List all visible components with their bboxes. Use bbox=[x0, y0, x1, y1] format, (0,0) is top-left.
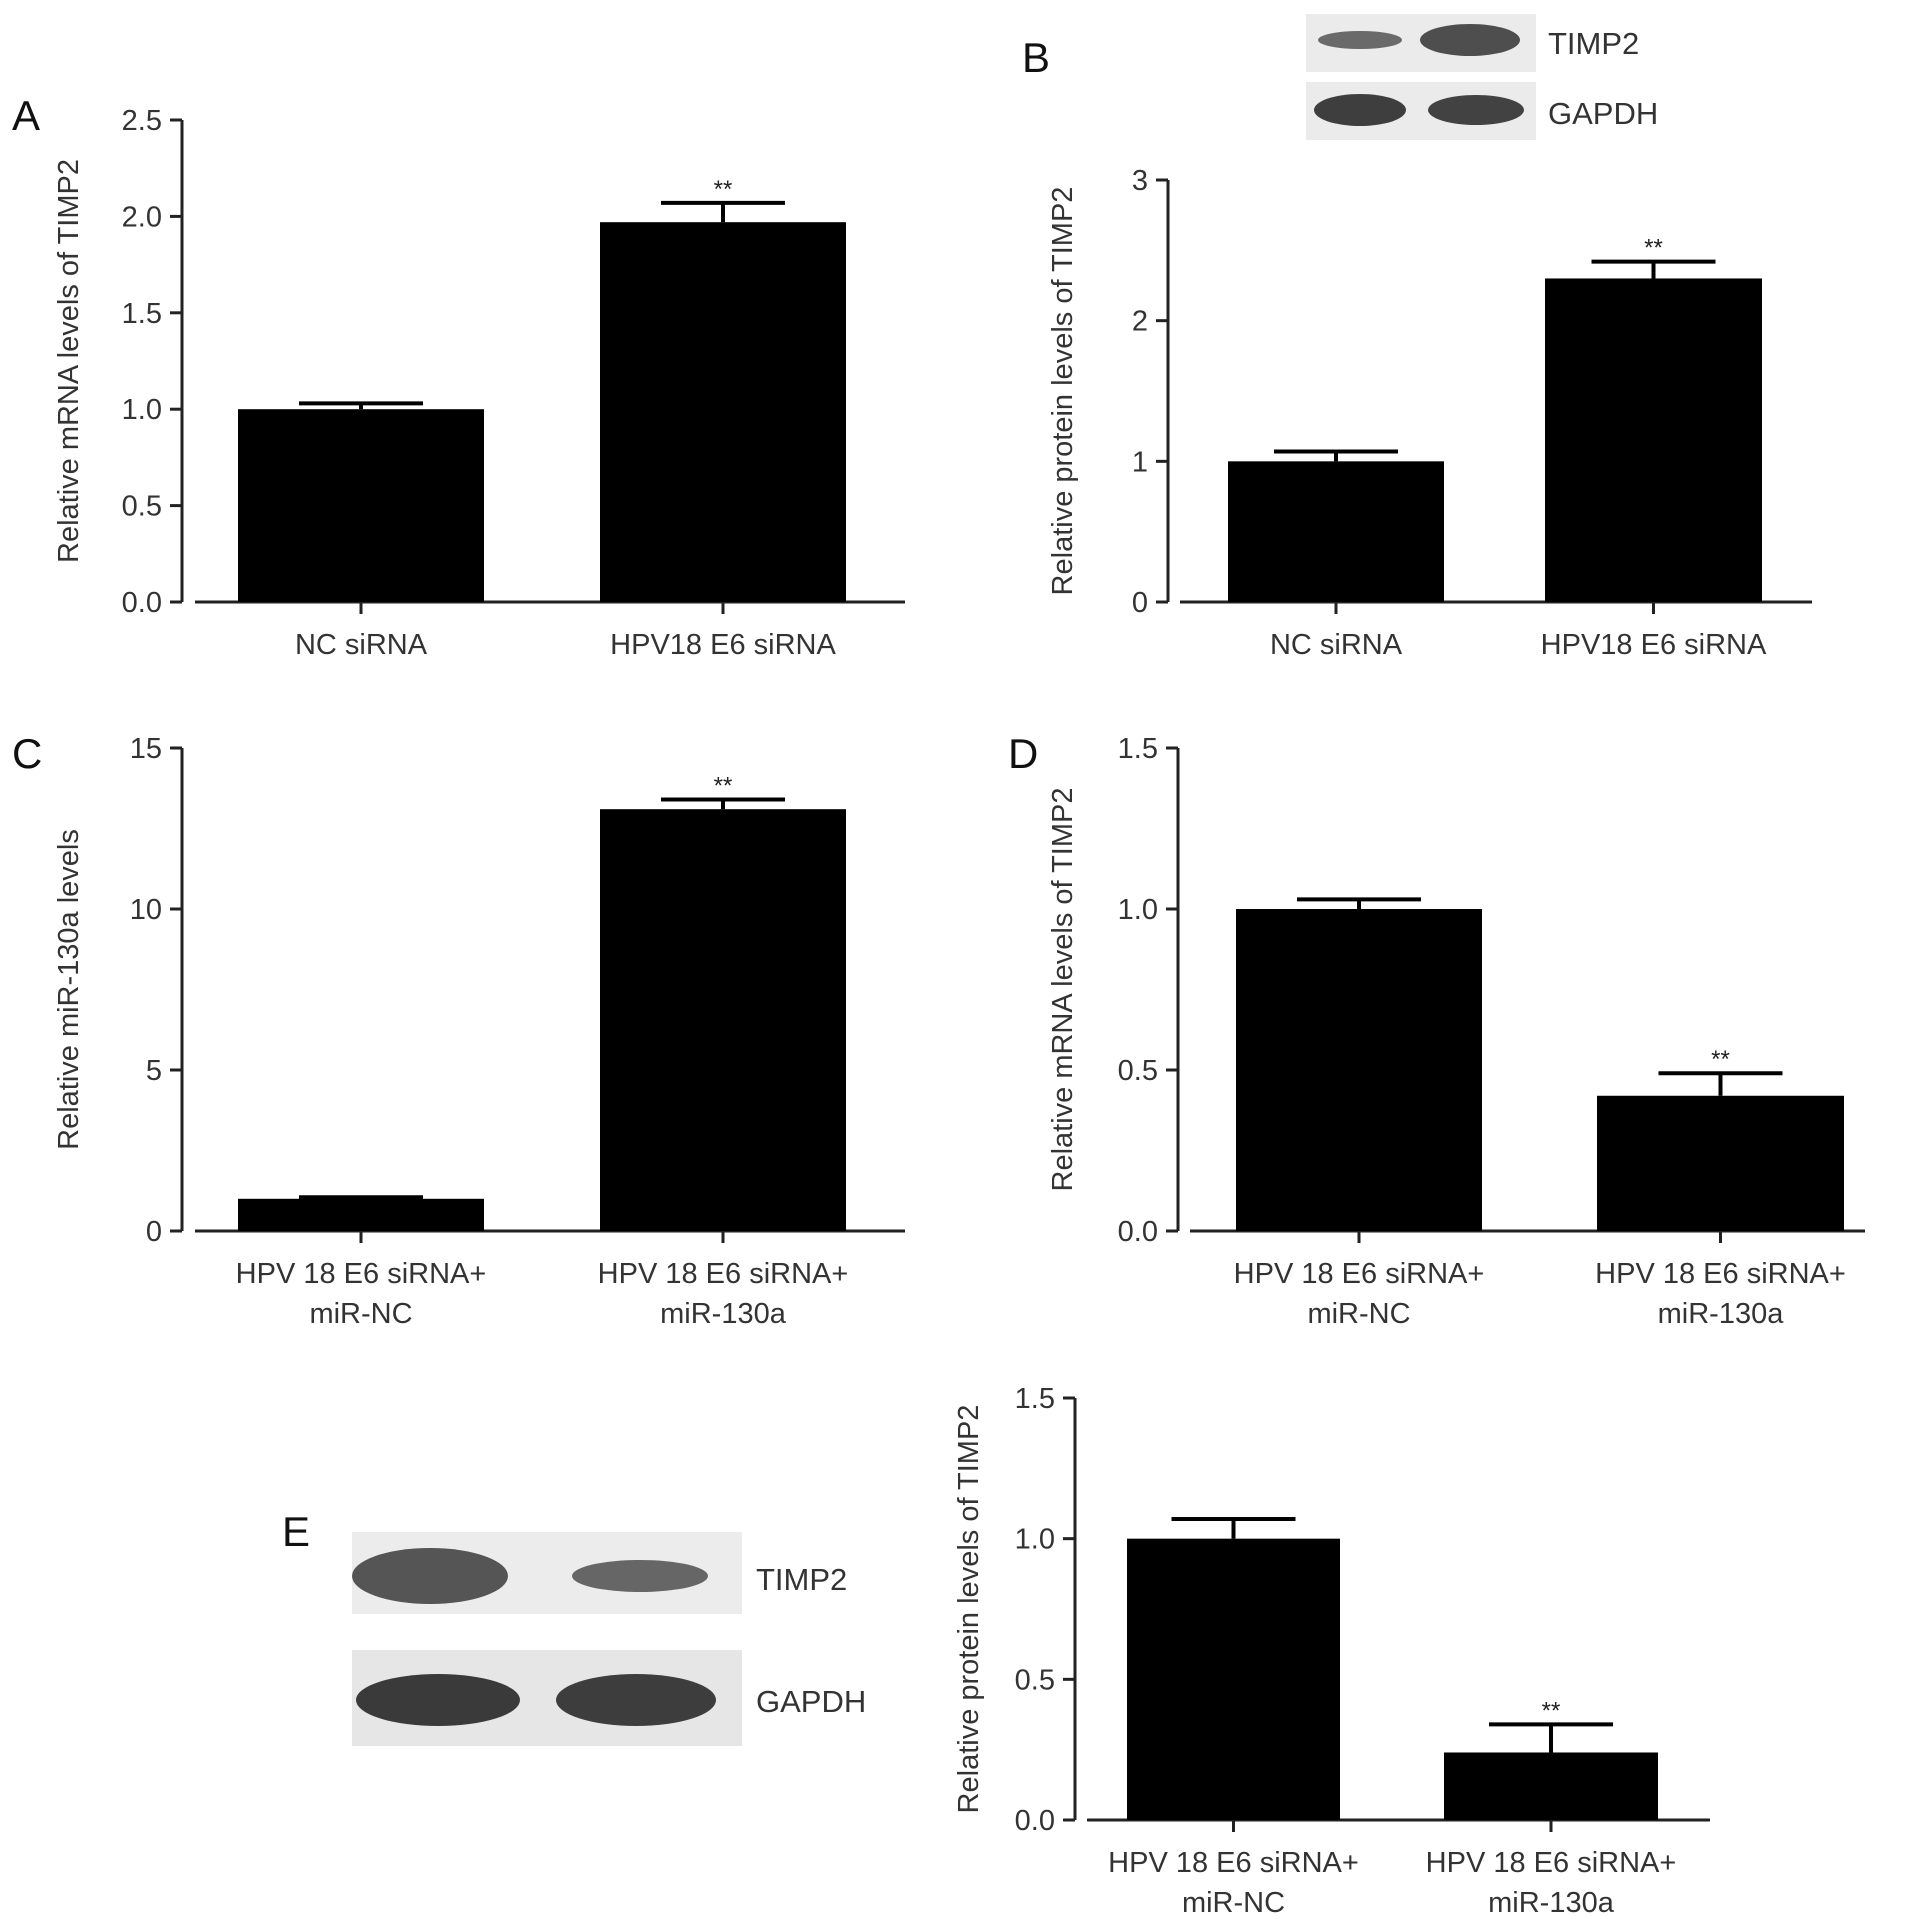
bar-2 bbox=[1444, 1752, 1658, 1820]
y-tick-label: 15 bbox=[130, 733, 162, 765]
y-tick-label: 1.5 bbox=[1118, 733, 1158, 765]
y-tick-label: 0.0 bbox=[122, 587, 162, 619]
y-tick-label: 10 bbox=[130, 894, 162, 926]
bar-2 bbox=[600, 222, 846, 602]
bar-charts: 0.0 0.5 1.0 1.5 2.0 2.5 Relative mRNA levels o… bbox=[53, 105, 1865, 1919]
x-category-label: HPV 18 E6 siRNA+ bbox=[598, 1258, 849, 1290]
y-axis-label: Relative miR-130a levels bbox=[53, 829, 85, 1150]
x-category-label: HPV 18 E6 siRNA+ bbox=[1595, 1258, 1846, 1290]
x-category-label: HPV18 E6 siRNA bbox=[1541, 629, 1767, 661]
bar-2 bbox=[1545, 278, 1762, 602]
x-category-label: miR-130a bbox=[1488, 1887, 1615, 1919]
blot-b-gapdh-band-1 bbox=[1314, 94, 1406, 126]
y-axis-label: Relative protein levels of TIMP2 bbox=[953, 1405, 985, 1814]
y-tick-label: 0 bbox=[1132, 587, 1148, 619]
y-tick-label: 0.5 bbox=[1015, 1664, 1055, 1696]
x-category-label: miR-NC bbox=[309, 1298, 412, 1330]
bar-2 bbox=[600, 809, 846, 1231]
bar-2 bbox=[1597, 1095, 1844, 1231]
blot-e-timp2-band-1 bbox=[352, 1548, 508, 1604]
y-axis-label: Relative mRNA levels of TIMP2 bbox=[1047, 788, 1079, 1192]
significance-marker: ** bbox=[1542, 1697, 1561, 1724]
bar-1 bbox=[1236, 909, 1482, 1231]
blot-e-gapdh-band-1 bbox=[356, 1674, 520, 1726]
blot-e-gapdh-band-2 bbox=[556, 1674, 716, 1726]
panel-label-a: A bbox=[12, 92, 40, 139]
y-tick-label: 2 bbox=[1132, 306, 1148, 338]
significance-marker: ** bbox=[714, 773, 733, 800]
panel-label-c: C bbox=[12, 730, 42, 777]
panel-label-b: B bbox=[1022, 34, 1050, 81]
x-category-label: HPV 18 E6 siRNA+ bbox=[1108, 1847, 1359, 1879]
chart-a: 0.0 0.5 1.0 1.5 2.0 2.5 Relative mRNA levels o… bbox=[53, 105, 905, 661]
significance-marker: ** bbox=[1644, 235, 1663, 262]
y-tick-label: 3 bbox=[1132, 165, 1148, 197]
chart-c: 0 5 10 15 Relative miR-130a levels HPV 18 E6 … bbox=[53, 733, 905, 1330]
blot-e-gapdh-label: GAPDH bbox=[756, 1684, 866, 1719]
y-tick-label: 2.0 bbox=[122, 201, 162, 233]
y-tick-label: 0.0 bbox=[1118, 1216, 1158, 1248]
significance-marker: ** bbox=[714, 176, 733, 203]
x-category-label: HPV18 E6 siRNA bbox=[610, 629, 836, 661]
bar-1 bbox=[1228, 461, 1444, 602]
panel-label-e: E bbox=[282, 1508, 310, 1555]
y-tick-label: 0.5 bbox=[1118, 1055, 1158, 1087]
y-tick-label: 1.5 bbox=[1015, 1383, 1055, 1415]
x-category-label: miR-130a bbox=[660, 1298, 787, 1330]
western-blot-e: TIMP2 GAPDH bbox=[352, 1532, 866, 1746]
y-tick-label: 5 bbox=[146, 1055, 162, 1087]
x-category-label: miR-NC bbox=[1307, 1298, 1410, 1330]
blot-b-timp2-label: TIMP2 bbox=[1548, 26, 1639, 61]
chart-e: 0.0 0.5 1.0 1.5 Relative protein levels of T… bbox=[953, 1383, 1710, 1919]
chart-b: 0 1 2 3 Relative protein levels of TIMP2 NC s… bbox=[1047, 165, 1812, 661]
x-category-label: HPV 18 E6 siRNA+ bbox=[236, 1258, 487, 1290]
blot-b-gapdh-band-2 bbox=[1428, 95, 1524, 125]
y-axis-label: Relative protein levels of TIMP2 bbox=[1047, 187, 1079, 596]
y-axis-label: Relative mRNA levels of TIMP2 bbox=[53, 159, 85, 563]
y-tick-label: 0.0 bbox=[1015, 1805, 1055, 1837]
blot-b-timp2-band-2 bbox=[1420, 24, 1520, 56]
y-tick-label: 2.5 bbox=[122, 105, 162, 137]
y-tick-label: 1.0 bbox=[1015, 1524, 1055, 1556]
x-category-label: HPV 18 E6 siRNA+ bbox=[1426, 1847, 1677, 1879]
bar-1 bbox=[238, 1198, 484, 1231]
y-tick-label: 0 bbox=[146, 1216, 162, 1248]
x-category-label: NC siRNA bbox=[1270, 629, 1403, 661]
y-tick-label: 1.0 bbox=[1118, 894, 1158, 926]
blot-b-timp2-band-1 bbox=[1318, 31, 1402, 49]
x-category-label: miR-NC bbox=[1182, 1887, 1285, 1919]
significance-marker: ** bbox=[1711, 1046, 1730, 1073]
x-category-label: HPV 18 E6 siRNA+ bbox=[1234, 1258, 1485, 1290]
chart-d: 0.0 0.5 1.0 1.5 Relative mRNA levels of TIMP… bbox=[1047, 733, 1865, 1330]
y-tick-label: 0.5 bbox=[122, 491, 162, 523]
y-tick-label: 1.0 bbox=[122, 394, 162, 426]
y-tick-label: 1.5 bbox=[122, 298, 162, 330]
x-category-label: miR-130a bbox=[1658, 1298, 1785, 1330]
blot-b-gapdh-label: GAPDH bbox=[1548, 96, 1658, 131]
bar-1 bbox=[238, 409, 484, 602]
blot-e-timp2-band-2 bbox=[572, 1560, 708, 1592]
blot-e-timp2-label: TIMP2 bbox=[756, 1562, 847, 1597]
bar-1 bbox=[1127, 1538, 1340, 1820]
western-blot-b: TIMP2 GAPDH bbox=[1306, 14, 1658, 140]
y-tick-label: 1 bbox=[1132, 446, 1148, 478]
panel-label-d: D bbox=[1008, 730, 1038, 777]
x-category-label: NC siRNA bbox=[295, 629, 428, 661]
